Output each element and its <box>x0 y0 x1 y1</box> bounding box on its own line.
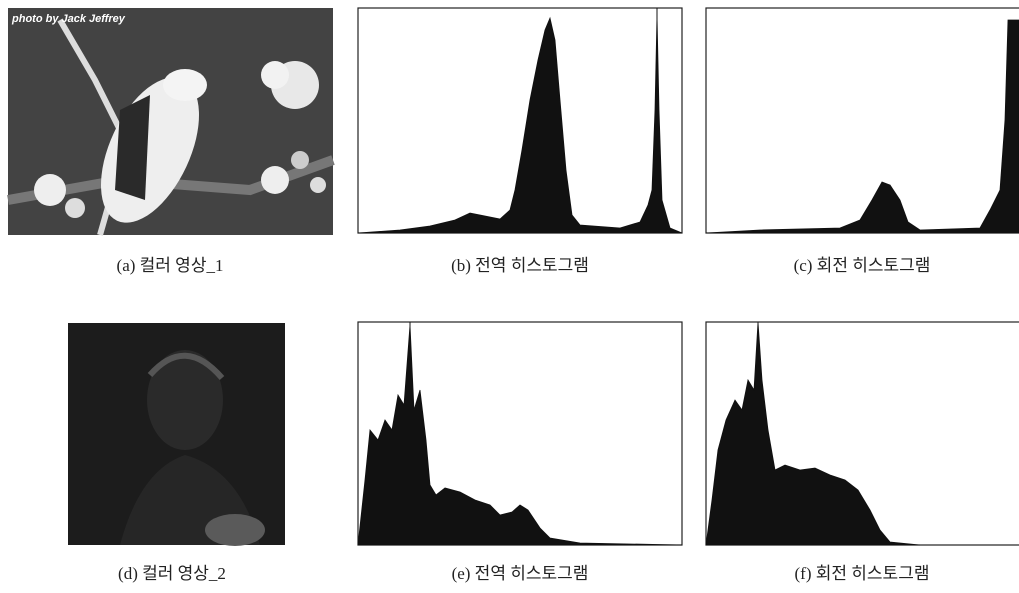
photo-credit: photo by Jack Jeffrey <box>11 13 126 25</box>
caption: (c) 회전 히스토그램 <box>794 256 931 275</box>
photo-bird: photo by Jack Jeffrey <box>8 8 333 238</box>
caption: (e) 전역 히스토그램 <box>452 564 589 583</box>
figure: photo by Jack Jeffrey (a) 컬러 영상_1 (b) 전역… <box>0 0 1019 593</box>
caption: (d) 컬러 영상_2 <box>118 564 226 583</box>
photo-person <box>68 323 285 546</box>
caption: (f) 회전 히스토그램 <box>795 564 930 583</box>
histogram-frame <box>706 8 1019 233</box>
caption: (a) 컬러 영상_1 <box>117 256 224 275</box>
caption: (b) 전역 히스토그램 <box>451 256 589 275</box>
